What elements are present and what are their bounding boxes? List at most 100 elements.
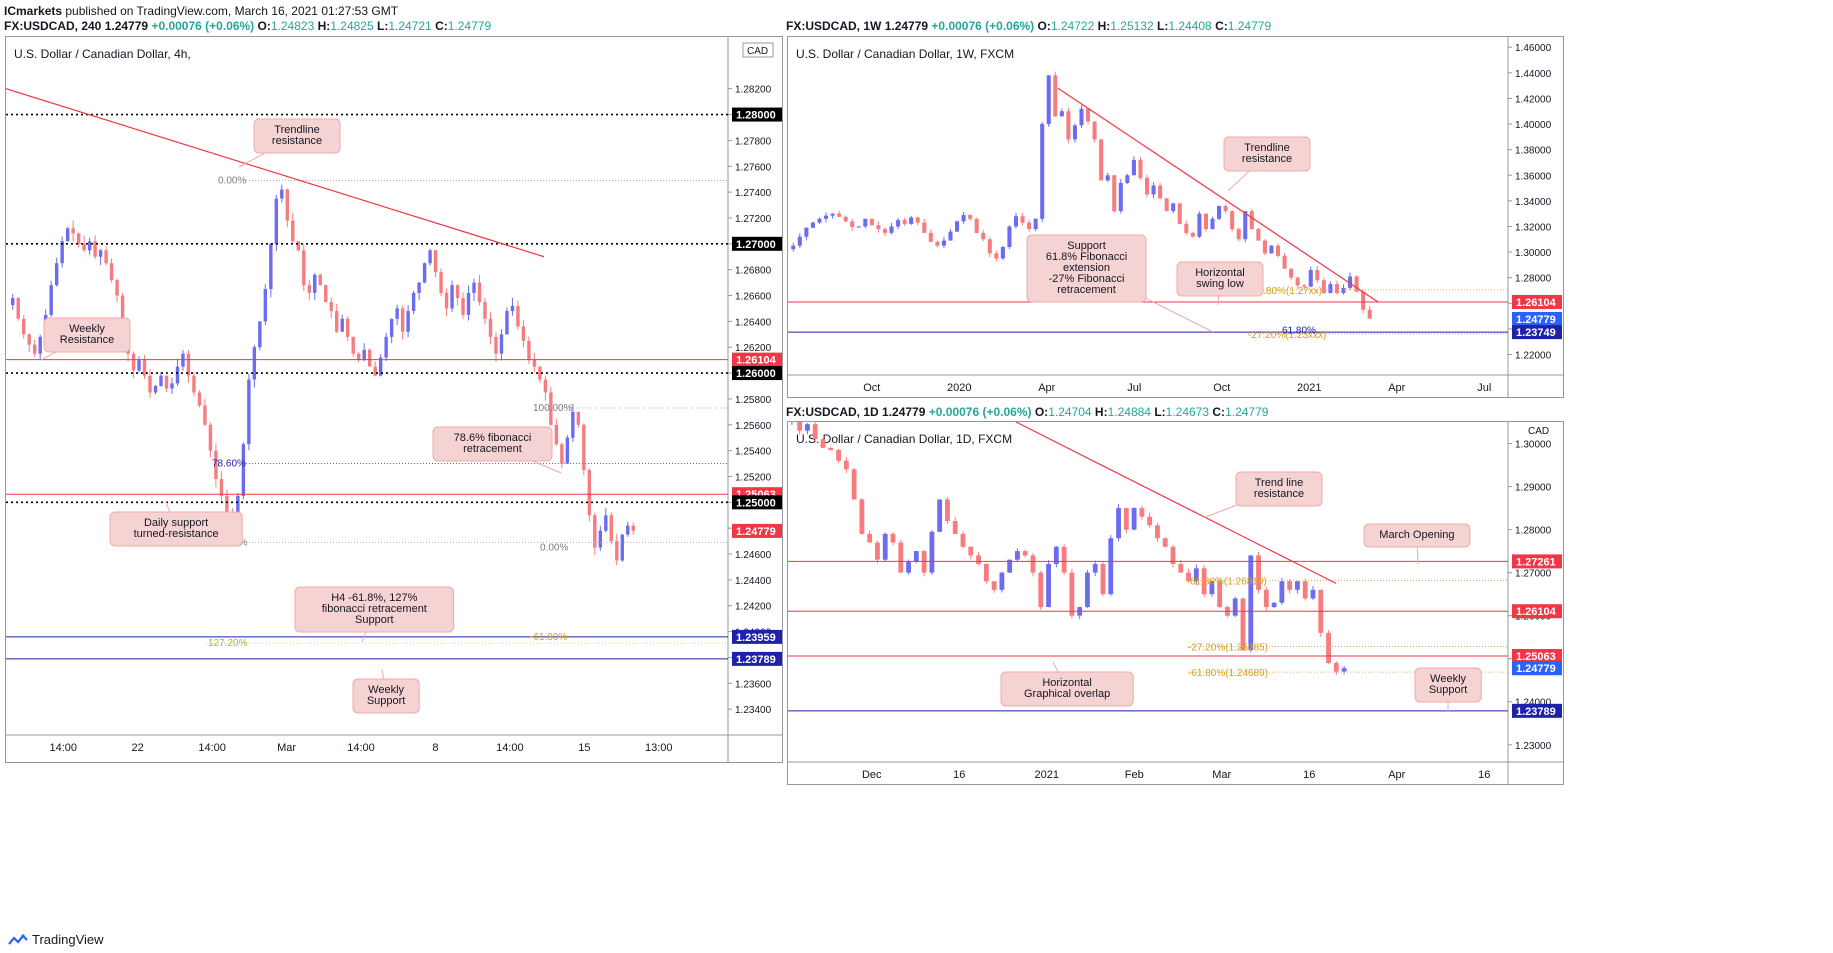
candle-body [593,515,597,548]
candle-body [378,357,383,376]
candle-body [153,386,158,393]
candle-body [428,250,432,264]
candle-body [60,241,64,264]
candle-body [856,226,861,228]
h4-symbol-line: FX:USDCAD, 240 1.24779 +0.00076 (+0.06%)… [4,19,492,33]
w1-chart-panel[interactable]: U.S. Dollar / Canadian Dollar, 1W, FXCM … [787,36,1564,398]
candle-body [11,298,15,306]
candle-body [890,533,896,543]
candle-body [1123,508,1129,530]
price-tag-bg [732,523,782,538]
w1-chart-svg[interactable]: 1.46000 1.44000 1.42000 1.40000 1.38000 1.360… [788,37,1563,397]
h4-chart-panel[interactable]: U.S. Dollar / Canadian Dollar, 4h, 1.282… [5,36,783,763]
candle-body [1007,559,1013,573]
candle-body [488,318,493,337]
candle-body [291,220,295,242]
candle-body [170,383,174,389]
price-tag-label: 1.23789 [1516,706,1556,718]
candle-body [411,292,416,312]
candle-body [1147,516,1153,526]
trendline-resistance [1015,422,1337,584]
candle-body [909,217,914,224]
candle-body [1287,581,1293,590]
callout-label: turned-resistance [134,528,219,540]
w1-high: 1.25132 [1110,19,1154,33]
candle-body [1144,177,1150,195]
h4-chart-svg[interactable]: 1.28200 1.28000 1.27800 1.27600 1.27400 1.272… [6,37,782,762]
d1-chart-svg[interactable]: 1.300001.290001.280001.270001.260001.250… [788,422,1563,784]
candle-body [549,392,553,425]
candle-body [1170,546,1176,565]
price-tag-label: 1.26104 [1516,297,1557,309]
price-tag-bg [732,495,782,510]
time-tick-label: 16 [1478,769,1490,781]
candle-body [175,366,180,384]
callout-label: Trendline [1244,142,1289,154]
h4-high: 1.24825 [330,19,374,33]
candle-body [417,282,421,293]
candle-body [1138,159,1143,178]
price-tag-label: 1.23959 [736,632,776,644]
candle-body [466,292,471,315]
price-tag-label: 1.24779 [1516,314,1556,326]
candle-body [1223,206,1228,212]
price-tick-label: 1.46000 [1515,43,1552,54]
candle-body [968,214,973,219]
candle-body [935,241,940,246]
candle-body [296,241,300,251]
callout-label: Support [1429,684,1468,696]
candle-body [1295,277,1300,286]
h4-chart-title: U.S. Dollar / Canadian Dollar, 4h, [14,47,191,61]
candle-body [830,213,835,216]
currency-box [742,42,774,58]
price-tag-label: 1.26104 [1516,606,1557,618]
candle-body [329,301,333,312]
time-tick-label: Apr [1038,382,1055,394]
d1-chart-panel[interactable]: U.S. Dollar / Canadian Dollar, 1D, FXCM … [787,421,1564,785]
callout-box [294,586,455,633]
candle-body [1279,581,1285,603]
candle-body [192,375,196,393]
candle-body [968,546,974,556]
candle-body [483,301,487,319]
candle-body [837,213,842,217]
candle-body [1263,589,1269,608]
candle-body [987,239,992,254]
candle-body [258,321,262,348]
candle-body [406,311,410,332]
price-tag-bg [732,629,782,644]
fib-label: 78.60% [212,459,246,470]
time-tick-label: 14:00 [496,742,524,754]
candle-body [797,236,802,246]
callout-label: Support [1067,240,1106,252]
callout-box [43,317,131,353]
candle-body [109,263,114,281]
candle-body [915,217,920,223]
price-tick-label: 1.24400 [735,576,772,587]
candle-body [1027,222,1032,230]
candle-body [937,499,943,532]
price-tag-label: 1.25063 [1516,651,1556,663]
candle-body [285,189,290,221]
candle-body [1171,203,1176,212]
callout-label: Daily support [144,517,208,529]
w1-change: +0.00076 (+0.06%) [931,19,1035,33]
candle-body [1328,284,1333,294]
candle-body [208,424,213,451]
candle-body [1066,111,1071,140]
callout-label: Resistance [60,334,114,346]
candle-body [252,347,257,380]
candle-body [820,439,826,448]
d1-close: 1.24779 [1225,405,1269,419]
candle-body [164,375,169,389]
price-tag-label: 1.25000 [736,497,776,509]
time-tick-label: Jul [1127,382,1141,394]
w1-open: 1.24722 [1050,19,1095,33]
candle-body [828,447,834,450]
price-tag-bg [1512,294,1562,309]
price-tick-label: 1.27800 [735,136,772,147]
w1-chart-title: U.S. Dollar / Canadian Dollar, 1W, FXCM [796,47,1015,61]
price-tag-bg [732,651,782,666]
candle-body [1099,139,1104,181]
candle-body [1210,218,1215,230]
